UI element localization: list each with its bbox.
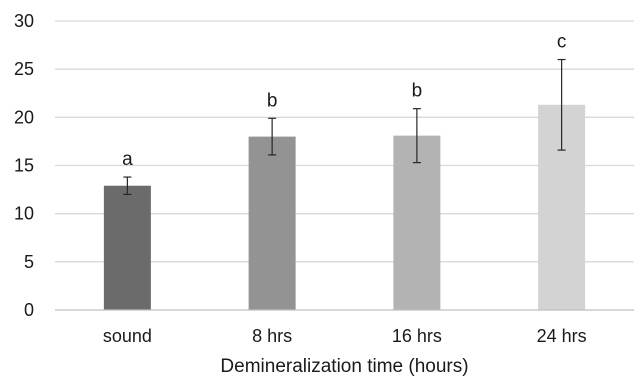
y-tick-label: 0 [24,300,34,320]
bars [103,104,586,310]
y-axis-tick-labels: 0 5 10 15 20 25 30 [14,11,34,320]
error-bar [557,58,566,151]
category-label: 16 hrs [392,326,442,346]
significance-label: b [412,81,423,102]
y-tick-label: 25 [14,59,34,79]
bar [393,135,441,310]
grid-lines [55,20,634,263]
y-tick-label: 10 [14,204,34,224]
error-bar [268,117,277,156]
y-tick-label: 5 [24,252,34,272]
error-bar [412,108,421,164]
y-tick-label: 30 [14,11,34,31]
error-bar [123,176,132,195]
x-axis-category-labels: sound 8 hrs 16 hrs 24 hrs [103,326,587,346]
significance-label: c [557,32,567,53]
significance-label: b [267,90,278,111]
error-bars [123,58,566,195]
category-label: sound [103,326,152,346]
bar [248,136,296,310]
significance-label: a [122,149,133,170]
x-axis-title: Demineralization time (hours) [220,356,468,377]
y-tick-label: 15 [14,156,34,176]
category-label: 8 hrs [252,326,292,346]
category-label: 24 hrs [537,326,587,346]
significance-labels: a b b c [122,32,566,171]
y-tick-label: 20 [14,107,34,127]
bar [103,185,151,310]
